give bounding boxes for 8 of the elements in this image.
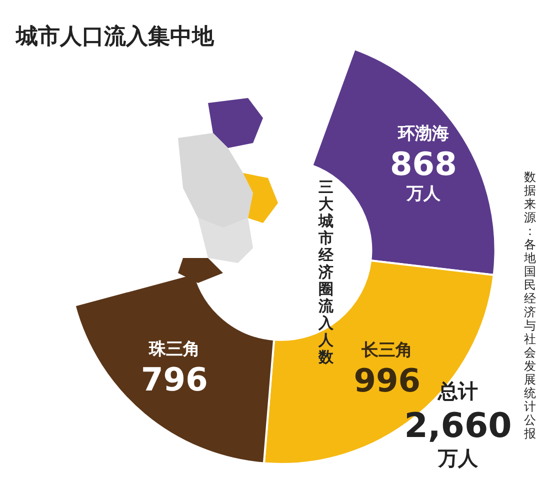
chart-title: 城市人口流入集中地 xyxy=(15,24,215,50)
slice-label: 长三角 xyxy=(360,340,413,361)
data-label: 868 万人 xyxy=(390,144,457,204)
text: 数据来源：各地国民经济与社会发展统计公报 xyxy=(524,170,536,441)
text: 三大城市经济圈流入人数 xyxy=(318,178,334,366)
slice-label: 珠三角 xyxy=(148,340,200,360)
slice-label: 环渤海 xyxy=(396,124,449,144)
data-label: 796 xyxy=(141,360,208,399)
